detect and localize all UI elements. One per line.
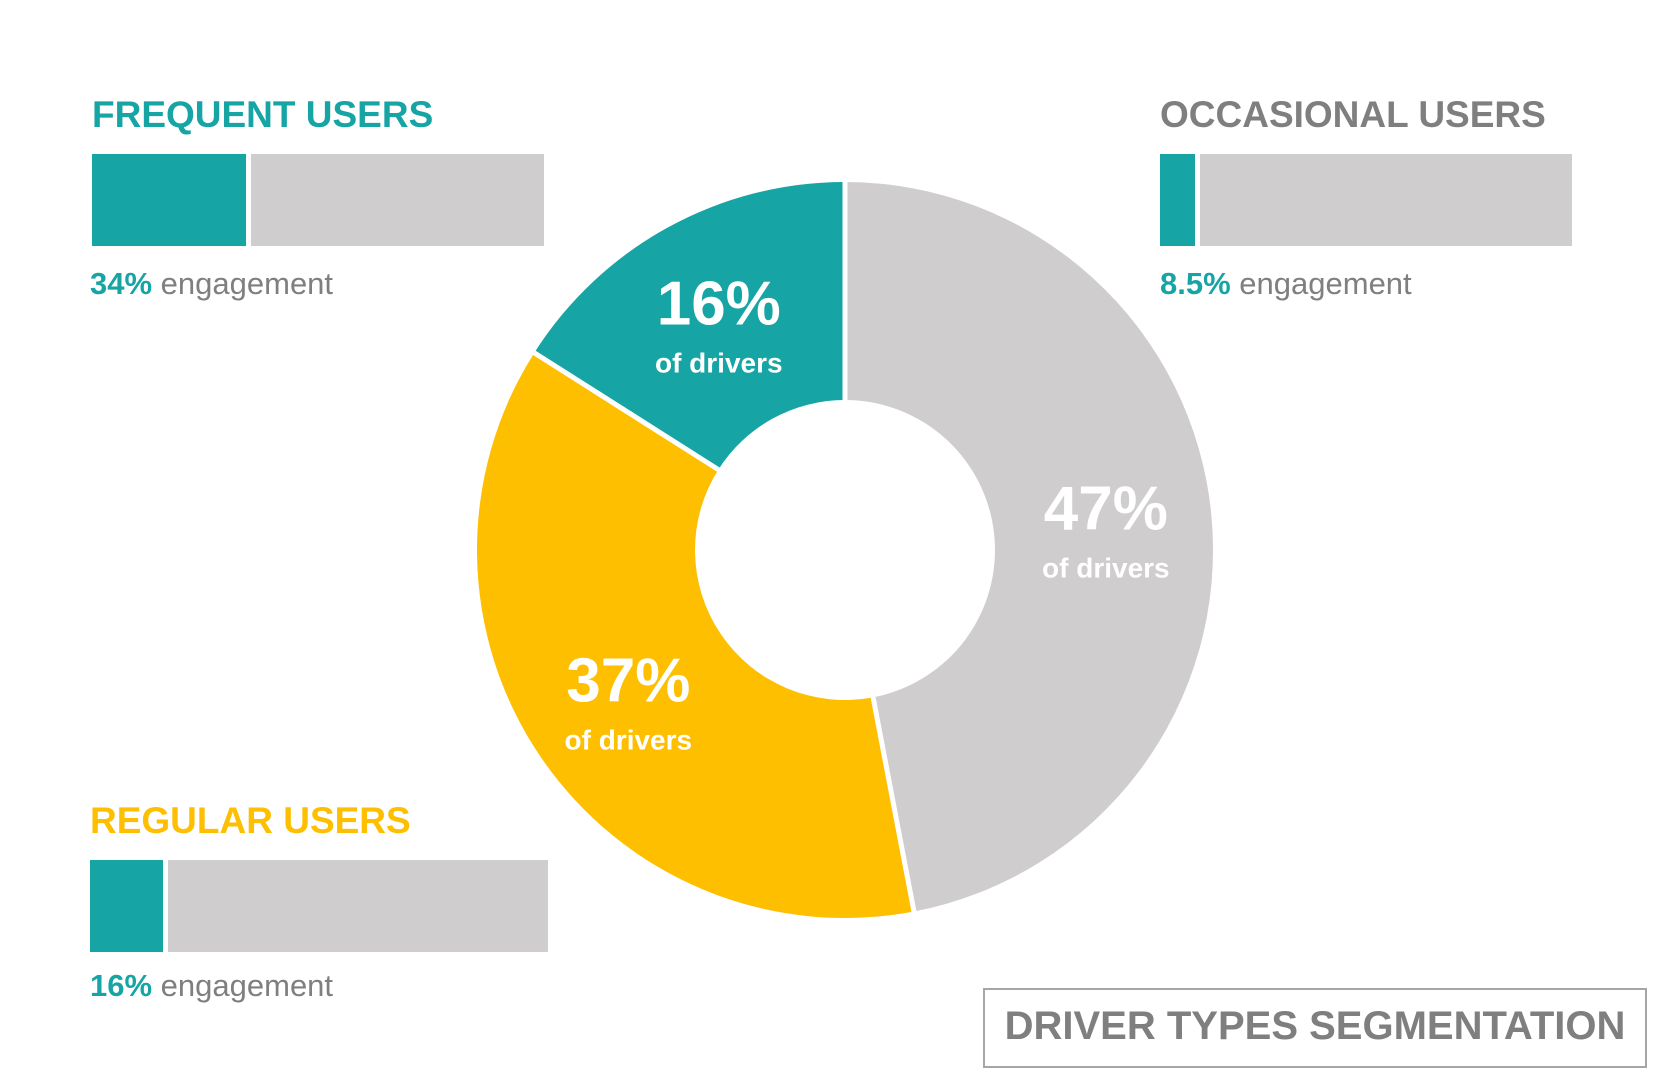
occasional-users-title: OCCASIONAL USERS — [1160, 94, 1546, 135]
slice-sub-label-frequent-users: of drivers — [655, 347, 783, 378]
slice-value-label-regular-users: 37% — [566, 646, 690, 715]
occasional-users-engagement-bar — [1160, 154, 1572, 246]
occasional-users-engagement-suffix: engagement — [1239, 266, 1412, 301]
regular-users-bar-track — [168, 860, 548, 952]
regular-users-engagement-value: 16% — [90, 968, 153, 1003]
donut-slice-occasional-users — [845, 182, 1213, 912]
frequent-users-bar-fill — [92, 154, 246, 246]
frequent-users-engagement-value: 34% — [90, 266, 153, 301]
occasional-users-engagement-value: 8.5% — [1160, 266, 1231, 301]
frequent-users-engagement-bar — [92, 154, 544, 246]
occasional-users-bar-track — [1200, 154, 1572, 246]
regular-users-engagement-text: 16% engagement — [90, 968, 333, 1004]
regular-users-engagement-bar — [90, 860, 548, 952]
chart-title-box: DRIVER TYPES SEGMENTATION — [983, 988, 1647, 1068]
frequent-users-engagement-suffix: engagement — [160, 266, 334, 301]
regular-users-bar-fill — [90, 860, 163, 952]
frequent-users-title: FREQUENT USERS — [92, 94, 434, 135]
frequent-users-bar-track — [251, 154, 544, 246]
slice-value-label-occasional-users: 47% — [1044, 474, 1168, 543]
slice-sub-label-regular-users: of drivers — [565, 724, 693, 755]
slice-separator — [870, 694, 917, 914]
occasional-users-engagement-text: 8.5% engagement — [1160, 266, 1412, 302]
occasional-users-bar-fill — [1160, 154, 1195, 246]
chart-title: DRIVER TYPES SEGMENTATION — [1004, 1004, 1626, 1048]
donut-slice-regular-users — [477, 352, 914, 918]
slice-value-label-frequent-users: 16% — [657, 269, 781, 338]
regular-users-title: REGULAR USERS — [90, 800, 411, 841]
donut-slice-frequent-users — [534, 182, 845, 470]
slice-sub-label-occasional-users: of drivers — [1042, 552, 1170, 583]
regular-users-engagement-suffix: engagement — [160, 968, 334, 1003]
frequent-users-engagement-text: 34% engagement — [90, 266, 333, 302]
slice-separator — [531, 349, 722, 473]
